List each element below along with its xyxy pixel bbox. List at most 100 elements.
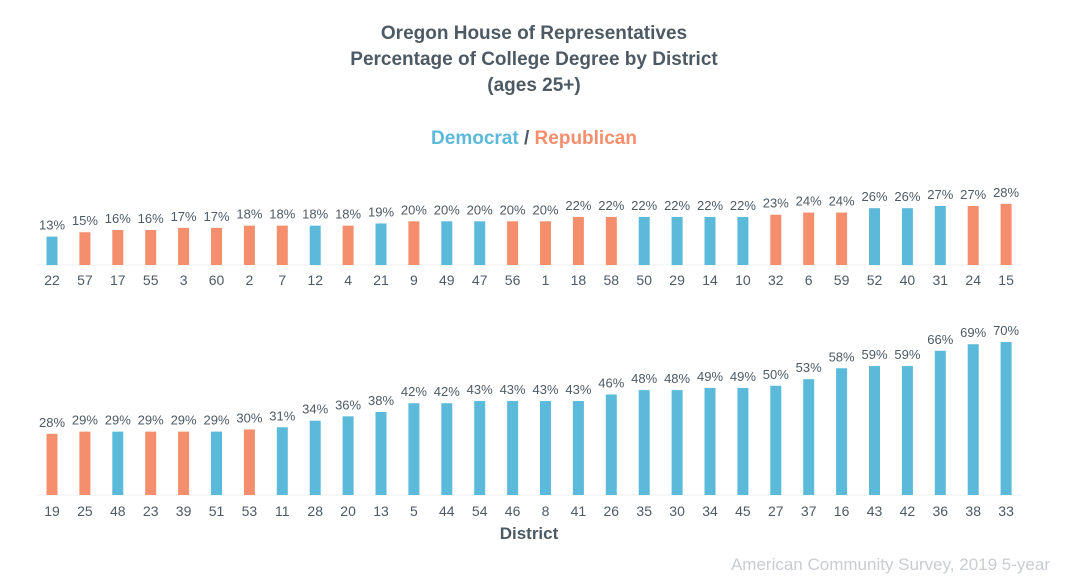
- bar-district-25: [79, 431, 91, 495]
- tick-label: 6: [805, 272, 813, 288]
- bar-district-35: [638, 390, 650, 495]
- tick-label: 24: [965, 272, 981, 288]
- tick-label: 18: [571, 272, 587, 288]
- bar-district-11: [276, 427, 288, 495]
- legend-republican: Republican: [534, 128, 637, 149]
- chart-panel-1: 13% 22 15% 57 16% 17 16% 55 17% 3 17% 60 18% 2 18% 7 18%…: [36, 185, 1023, 288]
- tick-label: 29: [669, 272, 685, 288]
- tick-label: 31: [933, 272, 949, 288]
- bar-district-53: [243, 429, 255, 495]
- data-label: 29%: [171, 413, 197, 428]
- bar-district-15: [1000, 203, 1012, 265]
- bar-district-55: [145, 230, 157, 265]
- data-label: 22%: [697, 198, 723, 213]
- tick-label: 20: [340, 503, 356, 519]
- bar-district-16: [836, 368, 848, 495]
- data-label: 43%: [565, 382, 591, 397]
- tick-label: 19: [44, 503, 60, 519]
- data-label: 29%: [72, 413, 98, 428]
- tick-label: 34: [702, 503, 718, 519]
- tick-label: 15: [998, 272, 1014, 288]
- bar-district-7: [276, 225, 288, 265]
- data-label: 17%: [203, 209, 229, 224]
- tick-label: 11: [275, 503, 290, 519]
- data-label: 43%: [532, 382, 558, 397]
- tick-label: 28: [307, 503, 323, 519]
- bar-district-1: [540, 221, 551, 265]
- data-label: 15%: [72, 213, 98, 228]
- tick-label: 48: [110, 503, 126, 519]
- tick-label: 16: [834, 503, 850, 519]
- bar-district-12: [309, 225, 321, 265]
- tick-label: 35: [636, 503, 652, 519]
- tick-label: 47: [472, 272, 488, 288]
- data-label: 29%: [203, 413, 229, 428]
- data-label: 30%: [236, 410, 262, 425]
- tick-label: 4: [344, 272, 352, 288]
- tick-label: 59: [834, 272, 850, 288]
- data-label: 50%: [763, 367, 789, 382]
- bar-district-54: [474, 401, 486, 495]
- tick-label: 36: [933, 503, 949, 519]
- bar-district-59: [836, 212, 848, 265]
- tick-label: 43: [867, 503, 883, 519]
- tick-label: 2: [246, 272, 254, 288]
- data-label: 18%: [335, 207, 361, 222]
- bar-district-49: [441, 221, 453, 265]
- tick-label: 13: [373, 503, 389, 519]
- bar-district-60: [211, 227, 222, 265]
- data-label: 48%: [664, 371, 690, 386]
- data-label: 26%: [894, 189, 920, 204]
- data-label: 46%: [598, 375, 624, 390]
- tick-label: 10: [735, 272, 751, 288]
- bar-district-29: [671, 216, 683, 265]
- tick-label: 46: [505, 503, 521, 519]
- data-label: 59%: [861, 347, 887, 362]
- bar-district-41: [572, 401, 584, 495]
- data-label: 18%: [302, 207, 328, 222]
- tick-label: 25: [77, 503, 93, 519]
- data-label: 16%: [105, 211, 131, 226]
- chart-title: Oregon House of Representatives Percenta…: [0, 21, 1068, 99]
- tick-label: 41: [571, 503, 587, 519]
- bar-district-52: [869, 208, 880, 265]
- bar-district-39: [178, 431, 190, 495]
- bar-district-51: [211, 431, 222, 495]
- data-label: 22%: [598, 198, 624, 213]
- tick-label: 33: [998, 503, 1014, 519]
- data-label: 29%: [105, 413, 131, 428]
- data-label: 59%: [894, 347, 920, 362]
- chart-panel-2: 28% 19 29% 25 29% 48 29% 23 29% 39 29% 51 30% 53 31% 11…: [36, 323, 1023, 543]
- tick-label: 30: [669, 503, 685, 519]
- tick-label: 32: [768, 272, 784, 288]
- tick-label: 38: [965, 503, 981, 519]
- tick-label: 23: [143, 503, 159, 519]
- data-label: 58%: [829, 349, 855, 364]
- data-label: 22%: [730, 198, 756, 213]
- data-label: 66%: [927, 332, 953, 347]
- data-label: 53%: [796, 360, 822, 375]
- bar-district-24: [967, 206, 979, 265]
- data-label: 42%: [401, 384, 427, 399]
- bar-district-43: [869, 366, 880, 495]
- bar-district-48: [112, 431, 124, 495]
- data-label: 26%: [861, 189, 887, 204]
- title-line-1: Oregon House of Representatives: [380, 23, 688, 44]
- data-label: 20%: [401, 202, 427, 217]
- bar-district-20: [342, 416, 354, 495]
- tick-label: 50: [636, 272, 652, 288]
- data-label: 70%: [993, 323, 1019, 338]
- tick-label: 21: [373, 272, 389, 288]
- bar-district-9: [408, 221, 420, 265]
- legend-democrat: Democrat: [431, 128, 519, 149]
- data-label: 20%: [467, 202, 493, 217]
- legend-separator: /: [518, 128, 535, 149]
- bar-district-36: [934, 350, 946, 495]
- bar-district-46: [507, 401, 519, 495]
- data-label: 48%: [631, 371, 657, 386]
- legend: Democrat / Republican: [0, 127, 1068, 151]
- tick-label: 1: [542, 272, 550, 288]
- bar-district-13: [375, 411, 387, 495]
- tick-label: 14: [702, 272, 718, 288]
- tick-label: 60: [209, 272, 225, 288]
